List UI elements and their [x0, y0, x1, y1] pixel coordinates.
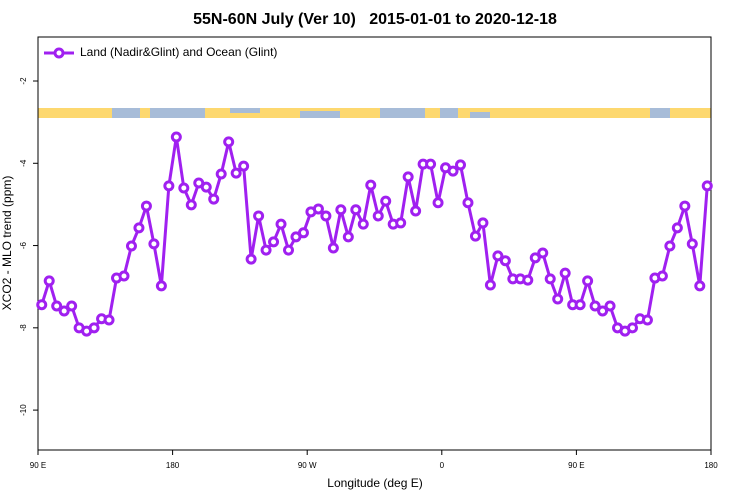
legend-label: Land (Nadir&Glint) and Ocean (Glint): [80, 45, 277, 59]
point: [454, 159, 466, 171]
point: [671, 222, 683, 234]
point: [36, 299, 48, 311]
point: [604, 300, 616, 312]
x-tick-label: 90 E: [568, 461, 584, 470]
point: [641, 314, 653, 326]
point: [268, 236, 280, 248]
point: [58, 305, 70, 317]
point: [148, 238, 160, 250]
point: [664, 240, 676, 252]
point: [484, 279, 496, 291]
point: [140, 200, 152, 212]
legend-marker: [53, 47, 65, 59]
point: [88, 322, 100, 334]
point: [275, 218, 287, 230]
y-axis-label: XCO2 - MLO trend (ppm): [0, 176, 14, 311]
point: [103, 314, 115, 326]
y-tick-label: -6: [19, 241, 28, 249]
point: [185, 199, 197, 211]
point: [395, 217, 407, 229]
point: [469, 230, 481, 242]
point: [223, 136, 235, 148]
point: [425, 158, 437, 170]
point: [238, 160, 250, 172]
y-tick-label: -8: [19, 324, 28, 332]
point: [253, 210, 265, 222]
point: [327, 242, 339, 254]
point: [357, 218, 369, 230]
point: [574, 299, 586, 311]
point: [694, 280, 706, 292]
chart-title: 55N-60N July (Ver 10) 2015-01-01 to 2020…: [193, 11, 557, 28]
x-tick-label: 0: [440, 461, 445, 470]
point: [380, 195, 392, 207]
point: [701, 180, 713, 192]
point: [342, 231, 354, 243]
point: [297, 227, 309, 239]
point: [66, 300, 78, 312]
point: [118, 270, 130, 282]
point: [447, 165, 459, 177]
point: [51, 300, 63, 312]
point: [589, 300, 601, 312]
point: [432, 197, 444, 209]
x-tick-label: 180: [704, 461, 718, 470]
point: [260, 244, 272, 256]
point: [178, 182, 190, 194]
point: [402, 171, 414, 183]
point: [477, 217, 489, 229]
point: [522, 274, 534, 286]
point: [372, 210, 384, 222]
point: [245, 253, 257, 265]
point: [320, 210, 332, 222]
point: [230, 167, 242, 179]
point: [208, 193, 220, 205]
point: [499, 255, 511, 267]
point: [155, 280, 167, 292]
point: [537, 247, 549, 259]
x-tick-label: 180: [166, 461, 180, 470]
plot-frame: [37, 36, 712, 451]
point: [43, 275, 55, 287]
x-tick-label: 90 W: [298, 461, 317, 470]
point: [283, 244, 295, 256]
point: [312, 203, 324, 215]
point: [679, 200, 691, 212]
point: [335, 204, 347, 216]
point: [544, 273, 556, 285]
point: [350, 204, 362, 216]
point: [410, 205, 422, 217]
point: [215, 168, 227, 180]
point: [686, 238, 698, 250]
point: [529, 252, 541, 264]
map-strip: [38, 108, 711, 118]
point: [163, 180, 175, 192]
point: [365, 179, 377, 191]
point: [462, 197, 474, 209]
x-tick-label: 90 E: [30, 461, 46, 470]
point: [133, 222, 145, 234]
point: [492, 250, 504, 262]
point: [656, 270, 668, 282]
point: [597, 305, 609, 317]
point: [559, 267, 571, 279]
point: [200, 181, 212, 193]
y-tick-label: -10: [19, 404, 28, 416]
point: [626, 322, 638, 334]
y-tick-label: -2: [19, 77, 28, 85]
x-axis-label: Longitude (deg E): [327, 476, 422, 490]
y-tick-label: -4: [19, 159, 28, 167]
point: [582, 275, 594, 287]
point: [170, 131, 182, 143]
point: [552, 293, 564, 305]
point: [125, 240, 137, 252]
